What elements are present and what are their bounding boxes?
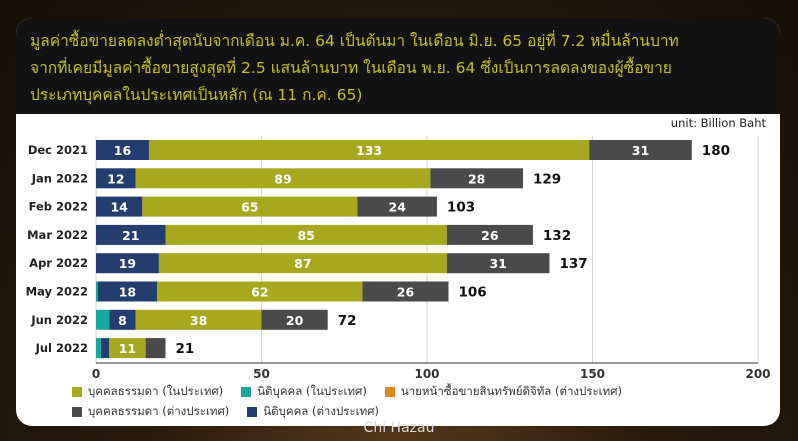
legend-swatch — [72, 407, 82, 417]
bar-segment — [362, 281, 449, 302]
bar-segment — [145, 338, 166, 359]
total-label: 137 — [559, 256, 587, 272]
legend-label: บุคคลธรรมดา (ต่างประเทศ) — [88, 404, 230, 418]
total-label: 21 — [176, 341, 195, 357]
data-label: 31 — [632, 143, 649, 158]
total-label: 132 — [543, 228, 571, 244]
data-label: 12 — [107, 171, 124, 186]
data-label: 65 — [241, 200, 258, 215]
bar-segment — [96, 281, 98, 302]
bar-chart: 0 50 100 150 200 Dec 2021 16 133 31 180 Jan 2022 12… — [26, 136, 771, 381]
data-label: 24 — [389, 200, 407, 215]
chart-header: มูลค่าซื้อขายลดลงต่ำสุดนับจากเดือน ม.ค. … — [16, 18, 780, 114]
bar-segment — [96, 168, 136, 189]
category-label: Jan 2022 — [31, 171, 88, 185]
total-label: 103 — [447, 200, 475, 216]
data-label: 62 — [251, 285, 268, 300]
data-label: 133 — [356, 143, 382, 158]
x-tick-label: 100 — [414, 367, 439, 381]
bar-segment — [165, 224, 447, 245]
legend-item: นิติบุคคล (ต่างประเทศ) — [247, 403, 379, 421]
x-tick-label: 0 — [92, 367, 100, 381]
data-label: 11 — [119, 341, 136, 356]
bar-segment — [357, 196, 437, 217]
legend-swatch — [247, 407, 258, 417]
total-label: 180 — [702, 143, 730, 159]
data-label: 38 — [190, 313, 207, 328]
legend-label: นายหน้าซื้อขายสินทรัพย์ดิจิทัล (ต่างประเ… — [400, 384, 622, 398]
category-label: Jul 2022 — [35, 341, 88, 355]
bar-segment — [109, 338, 146, 359]
bar-segment — [96, 140, 149, 160]
bar-segment — [96, 196, 143, 217]
bar-segment — [446, 224, 533, 245]
chart-card: มูลค่าซื้อขายลดลงต่ำสุดนับจากเดือน ม.ค. … — [16, 18, 780, 426]
bar-segment — [142, 196, 358, 217]
data-label: 26 — [481, 228, 499, 243]
bar-segment — [135, 168, 431, 189]
category-label: Feb 2022 — [29, 200, 88, 214]
x-tick-label: 150 — [580, 367, 605, 381]
x-tick-label: 50 — [253, 367, 270, 381]
total-label: 72 — [338, 313, 357, 329]
bar-segment — [261, 309, 328, 330]
data-label: 28 — [468, 171, 485, 186]
data-label: 20 — [286, 313, 304, 328]
legend-item: บุคคลธรรมดา (ในประเทศ) — [72, 383, 223, 401]
data-label: 18 — [119, 285, 136, 300]
data-label: 31 — [489, 256, 506, 271]
legend-item: นิติบุคคล (ในประเทศ) — [241, 383, 367, 401]
legend-label: บุคคลธรรมดา (ในประเทศ) — [88, 384, 224, 398]
data-label: 14 — [110, 200, 128, 215]
bar-segment — [96, 224, 166, 245]
category-label: Jun 2022 — [30, 313, 88, 327]
total-label: 129 — [533, 171, 561, 187]
bar-segment — [135, 309, 262, 330]
category-label: Mar 2022 — [27, 228, 88, 242]
data-label: 16 — [114, 143, 132, 158]
legend-swatch — [241, 387, 252, 397]
data-label: 85 — [297, 228, 314, 243]
category-label: Dec 2021 — [28, 143, 88, 157]
x-tick-label: 200 — [745, 367, 770, 381]
bar-segment — [430, 168, 523, 189]
bar-segment — [158, 253, 447, 274]
bar-segment — [100, 338, 110, 359]
unit-label: unit: Billion Baht — [670, 116, 766, 130]
legend-swatch — [384, 387, 395, 397]
bar-segment — [109, 309, 136, 330]
data-label: 87 — [294, 256, 311, 271]
legend-item: นายหน้าซื้อขายสินทรัพย์ดิจิทัล (ต่างประเ… — [384, 383, 622, 401]
bar-segment — [148, 140, 590, 160]
legend-label: นิติบุคคล (ต่างประเทศ) — [263, 404, 379, 418]
legend-swatch — [72, 387, 82, 397]
data-label: 8 — [118, 313, 127, 328]
data-label: 21 — [122, 228, 139, 243]
data-label: 89 — [274, 171, 291, 186]
chart-title: มูลค่าซื้อขายลดลงต่ำสุดนับจากเดือน ม.ค. … — [30, 32, 679, 104]
bar-segment — [96, 253, 159, 274]
chart-legend: บุคคลธรรมดา (ในประเทศ) นิติบุคคล (ในประเท… — [72, 382, 772, 422]
legend-label: นิติบุคคล (ในประเทศ) — [257, 384, 367, 398]
bar-segment — [589, 140, 692, 160]
bar-segment — [96, 309, 110, 330]
data-label: 19 — [119, 256, 136, 271]
legend-row: บุคคลธรรมดา (ในประเทศ) นิติบุคคล (ในประเท… — [72, 382, 772, 402]
category-label: Apr 2022 — [29, 256, 88, 270]
legend-item: บุคคลธรรมดา (ต่างประเทศ) — [72, 403, 229, 421]
category-label: May 2022 — [26, 285, 88, 299]
total-label: 106 — [459, 285, 487, 301]
bar-segment — [96, 338, 101, 359]
bar-segment — [97, 281, 158, 302]
bar-segment — [157, 281, 363, 302]
legend-row: บุคคลธรรมดา (ต่างประเทศ) นิติบุคคล (ต่างป… — [72, 402, 772, 422]
bar-segment — [446, 253, 550, 274]
watermark-text: Chi Hazau — [363, 420, 435, 436]
data-label: 26 — [397, 285, 415, 300]
